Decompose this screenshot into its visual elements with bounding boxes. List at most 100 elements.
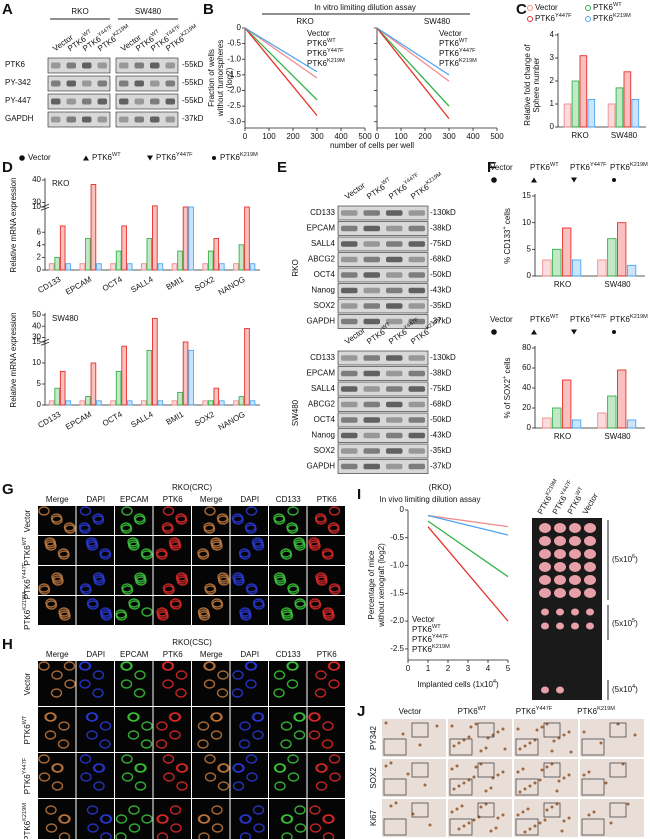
blot-band bbox=[363, 256, 380, 263]
tumor bbox=[569, 536, 581, 546]
blot-band bbox=[386, 463, 403, 470]
y-tick-label: -1.0 bbox=[227, 54, 241, 63]
superscript: K219M bbox=[112, 24, 130, 39]
size-label: -38kD bbox=[430, 369, 452, 378]
text-part: (5x10 bbox=[612, 619, 633, 628]
cell bbox=[308, 730, 321, 740]
blot-band bbox=[341, 355, 358, 361]
cell bbox=[134, 781, 147, 791]
inset-box bbox=[383, 738, 407, 756]
inset-box bbox=[515, 778, 539, 796]
legend-marker bbox=[571, 329, 577, 335]
stain bbox=[516, 770, 520, 774]
stain bbox=[423, 783, 427, 787]
bar bbox=[238, 396, 245, 406]
blot-band bbox=[386, 272, 403, 278]
bar bbox=[152, 205, 158, 271]
stain bbox=[582, 773, 586, 777]
cell bbox=[328, 679, 340, 689]
bar bbox=[115, 370, 122, 406]
stain bbox=[496, 773, 500, 777]
bar bbox=[96, 400, 102, 406]
blot-band bbox=[408, 210, 425, 216]
bar bbox=[96, 263, 102, 271]
y-tick-label: 0 bbox=[237, 23, 242, 32]
text-part: (5x10 bbox=[612, 685, 633, 694]
row-label: GAPDH bbox=[307, 462, 336, 471]
bar bbox=[623, 71, 632, 128]
panel-label: J bbox=[357, 703, 365, 720]
text-part: PTK6 bbox=[23, 579, 32, 600]
bar bbox=[249, 400, 256, 406]
superscript: Y447F bbox=[176, 152, 193, 158]
size-label: -35kD bbox=[430, 301, 452, 310]
superscript: Y447F bbox=[327, 48, 344, 54]
text-part: PTK6 bbox=[412, 645, 433, 654]
cell bbox=[239, 832, 252, 839]
cell bbox=[176, 781, 188, 791]
cell bbox=[232, 763, 244, 773]
blot-band bbox=[363, 303, 380, 309]
text-part: PTK6 bbox=[156, 153, 177, 162]
title: RKO(CSC) bbox=[172, 638, 212, 647]
cell bbox=[156, 814, 168, 824]
text-part: ) bbox=[635, 619, 638, 628]
micrograph bbox=[230, 661, 268, 706]
column-label: PTK6 bbox=[163, 650, 184, 659]
blot-band bbox=[134, 62, 144, 69]
superscript: WT bbox=[575, 486, 585, 497]
y-tick-label: 0 bbox=[400, 505, 405, 514]
cell bbox=[210, 537, 222, 547]
blot-strip bbox=[337, 314, 429, 329]
y-tick-label: 0 bbox=[527, 271, 532, 280]
bar bbox=[579, 55, 588, 128]
bar bbox=[571, 80, 580, 128]
bar bbox=[202, 400, 209, 406]
blot-strip bbox=[337, 350, 429, 366]
cell bbox=[100, 832, 112, 839]
legend-entry: PTK6K219M bbox=[412, 644, 450, 654]
bar bbox=[607, 238, 617, 277]
blot-band bbox=[97, 80, 107, 87]
panel-label: A bbox=[2, 1, 13, 18]
inset-box bbox=[543, 762, 561, 778]
cell bbox=[216, 688, 229, 698]
inset-box bbox=[411, 722, 429, 738]
blot-band bbox=[386, 210, 403, 216]
micrograph bbox=[230, 753, 268, 798]
micrograph bbox=[38, 661, 76, 706]
axes bbox=[244, 28, 365, 129]
tumor bbox=[539, 523, 551, 533]
cell bbox=[239, 814, 251, 824]
y-tick-label: 10 bbox=[32, 202, 41, 211]
blot-band bbox=[341, 463, 358, 470]
panel-label: C bbox=[516, 1, 527, 18]
legend-entry: PTK6Y447F bbox=[535, 13, 572, 23]
stain bbox=[523, 830, 527, 834]
legend-marker bbox=[83, 155, 89, 161]
ihc-image bbox=[580, 799, 644, 837]
tumor bbox=[539, 549, 551, 559]
lane-label: Vector bbox=[343, 326, 367, 347]
tumor bbox=[584, 562, 596, 572]
cell bbox=[287, 754, 299, 764]
y-tick-label: 3 bbox=[550, 53, 555, 62]
column-label: PTK6K219M bbox=[577, 706, 615, 716]
x-tick-label: 3 bbox=[466, 664, 471, 673]
tumor bbox=[584, 523, 596, 533]
column-label: DAPI bbox=[86, 650, 105, 659]
cell bbox=[253, 823, 265, 833]
stain bbox=[518, 747, 522, 751]
blot-band bbox=[341, 432, 358, 439]
cell bbox=[128, 598, 140, 608]
bar bbox=[562, 227, 572, 277]
text-part: PTK6 bbox=[23, 609, 32, 630]
cell bbox=[273, 670, 286, 680]
dose-label: (5x105) bbox=[612, 618, 638, 628]
stain bbox=[562, 819, 566, 823]
cell bbox=[231, 513, 244, 523]
cell bbox=[232, 572, 244, 582]
blot-strip bbox=[337, 236, 429, 252]
y-tick-label: 50 bbox=[32, 310, 41, 319]
cell bbox=[328, 583, 341, 593]
